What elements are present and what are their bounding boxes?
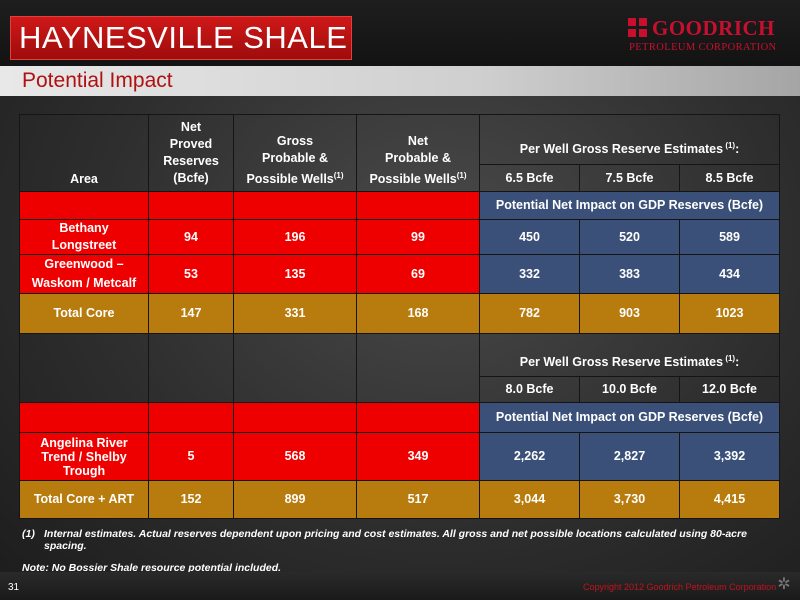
gross-cell: 899: [233, 480, 357, 519]
impact-cell: 4,415: [679, 480, 780, 519]
area-cell: Total Core + ART: [19, 480, 149, 519]
logo-subtitle: PETROLEUM CORPORATION: [629, 42, 777, 53]
gross-cell: 331: [233, 293, 357, 334]
table-row: Bethany Longstreet 94 196 99 450 520 589: [19, 219, 780, 255]
area-cell: Greenwood – Waskom / Metcalf: [19, 254, 149, 294]
net-proved-cell: 53: [148, 254, 234, 294]
table-row: Greenwood – Waskom / Metcalf 53 135 69 33…: [19, 254, 780, 294]
drill-rig-icon: ✲: [777, 576, 791, 593]
net-cell: 349: [356, 432, 480, 481]
col-header-area: Area: [19, 114, 149, 192]
net-cell: 99: [356, 219, 480, 255]
area-cell: Total Core: [19, 293, 149, 334]
table-row: Angelina River Trend / Shelby Trough 5 568…: [19, 432, 780, 481]
title-box: HAYNESVILLE SHALE: [10, 16, 352, 60]
total-row: Total Core + ART 152 899 517 3,044 3,730…: [19, 480, 780, 519]
gross-cell: 135: [233, 254, 357, 294]
scenario-header: 6.5 Bcfe: [479, 164, 580, 192]
copyright-text: Copyright 2012 Goodrich Petroleum Corpor…: [583, 582, 777, 592]
impact-cell: 903: [579, 293, 680, 334]
section2-header-row: Per Well Gross Reserve Estimates (1):: [19, 333, 780, 403]
impact-label-row: Potential Net Impact on GDP Reserves (Bc…: [19, 402, 780, 433]
net-proved-cell: 147: [148, 293, 234, 334]
page-subtitle: Potential Impact: [22, 69, 173, 92]
col-header-net-proved: Net Proved Reserves (Bcfe): [148, 114, 234, 192]
impact-cell: 3,730: [579, 480, 680, 519]
scenario-header: 8.0 Bcfe: [479, 376, 580, 403]
impact-cell: 2,827: [579, 432, 680, 481]
net-cell: 517: [356, 480, 480, 519]
gross-cell: 568: [233, 432, 357, 481]
area-cell: Angelina River Trend / Shelby Trough: [19, 432, 149, 481]
impact-label: Potential Net Impact on GDP Reserves (Bc…: [479, 191, 780, 220]
total-row: Total Core 147 331 168 782 903 1023: [19, 293, 780, 334]
net-proved-cell: 152: [148, 480, 234, 519]
impact-cell: 1023: [679, 293, 780, 334]
estimates-header: Per Well Gross Reserve Estimates (1):: [479, 333, 780, 377]
footnotes: (1) Internal estimates. Actual reserves …: [22, 528, 782, 574]
subtitle-bar: Potential Impact: [0, 66, 800, 96]
estimates-header: Per Well Gross Reserve Estimates (1):: [479, 114, 780, 165]
impact-cell: 782: [479, 293, 580, 334]
impact-cell: 520: [579, 219, 680, 255]
net-proved-cell: 5: [148, 432, 234, 481]
impact-cell: 3,044: [479, 480, 580, 519]
impact-cell: 450: [479, 219, 580, 255]
footnote-1: (1) Internal estimates. Actual reserves …: [22, 528, 747, 552]
scenario-header: 10.0 Bcfe: [579, 376, 680, 403]
impact-cell: 589: [679, 219, 780, 255]
impact-cell: 3,392: [679, 432, 780, 481]
page-number: 31: [8, 582, 20, 593]
area-cell: Bethany Longstreet: [19, 219, 149, 255]
impact-label: Potential Net Impact on GDP Reserves (Bc…: [479, 402, 780, 433]
impact-cell: 2,262: [479, 432, 580, 481]
gross-cell: 196: [233, 219, 357, 255]
page-title: HAYNESVILLE SHALE: [19, 20, 348, 55]
footnote-note: Note: No Bossier Shale resource potentia…: [22, 562, 282, 574]
footer-bar: [0, 572, 800, 600]
scenario-header: 7.5 Bcfe: [579, 164, 680, 192]
logo-name: GOODRICH: [652, 16, 776, 40]
reserves-table: Area Net Proved Reserves (Bcfe) Gross Probab…: [19, 114, 780, 519]
scenario-header: 12.0 Bcfe: [679, 376, 780, 403]
col-header-net-possible: Net Probable & Possible Wells(1): [356, 114, 480, 192]
net-cell: 69: [356, 254, 480, 294]
impact-cell: 383: [579, 254, 680, 294]
logo-mark-icon: [628, 18, 648, 38]
net-proved-cell: 94: [148, 219, 234, 255]
col-header-gross-possible: Gross Probable & Possible Wells(1): [233, 114, 357, 192]
scenario-header: 8.5 Bcfe: [679, 164, 780, 192]
net-cell: 168: [356, 293, 480, 334]
company-logo: GOODRICH PETROLEUM CORPORATION: [628, 16, 788, 56]
impact-cell: 434: [679, 254, 780, 294]
impact-cell: 332: [479, 254, 580, 294]
impact-label-row: Potential Net Impact on GDP Reserves (Bc…: [19, 191, 780, 220]
